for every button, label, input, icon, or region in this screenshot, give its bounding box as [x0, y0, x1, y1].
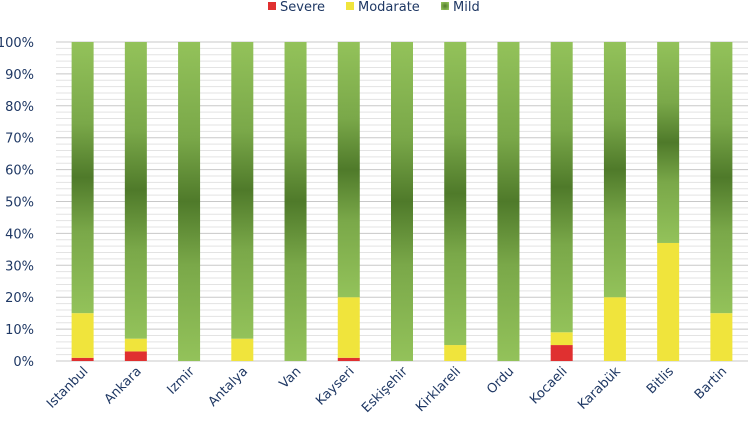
legend-label-severe: Severe	[280, 0, 325, 15]
legend-swatch-modarate	[346, 2, 354, 10]
y-tick-label: 80%	[5, 100, 34, 115]
mild-bar-segment	[497, 42, 520, 361]
mild-bar-segment	[391, 42, 413, 361]
y-tick-label: 100%	[0, 36, 34, 51]
modarate-bar-segment	[337, 297, 360, 358]
mild-bar-segment	[710, 42, 733, 314]
x-tick-label: Kocaeli	[527, 364, 570, 407]
mild-bar-segment	[337, 42, 360, 298]
severe-bar-segment	[337, 357, 360, 361]
x-tick-label: Karabük	[575, 364, 624, 413]
y-tick-label: 50%	[5, 196, 34, 211]
y-tick-label: 70%	[5, 132, 34, 147]
x-tick-label: Antalya	[206, 364, 252, 410]
x-tick-label: Izmir	[164, 364, 198, 398]
severe-bar-segment	[124, 351, 147, 361]
modarate-bar-segment	[710, 313, 733, 361]
modarate-bar-segment	[444, 345, 467, 361]
mild-bar-segment	[657, 42, 680, 243]
x-tick-label: Bartin	[692, 364, 730, 402]
mild-bar-segment	[178, 42, 201, 361]
y-tick-label: 20%	[5, 291, 34, 306]
x-tick-label: Istanbul	[44, 364, 91, 411]
mild-bar-segment	[603, 42, 626, 298]
x-tick-label: Kayseri	[313, 364, 357, 408]
mild-bar-segment	[284, 42, 307, 361]
y-tick-label: 60%	[5, 164, 34, 179]
mild-bar-segment	[71, 42, 94, 314]
mild-bar-segment	[124, 42, 147, 339]
x-tick-label: Kirklareli	[413, 364, 464, 415]
legend-label-modarate: Modarate	[358, 0, 420, 15]
legend-swatch-mild	[441, 2, 449, 10]
modarate-bar-segment	[124, 338, 147, 352]
mild-bar-segment	[550, 42, 573, 333]
mild-bar-segment	[231, 42, 254, 339]
x-tick-label: Eskişehir	[359, 364, 411, 416]
bars	[71, 42, 733, 361]
mild-bar-segment	[444, 42, 467, 346]
severe-bar-segment	[71, 357, 94, 361]
modarate-bar-segment	[71, 313, 94, 358]
x-tick-label: Ordu	[484, 364, 517, 397]
y-tick-label: 40%	[5, 227, 34, 242]
x-tick-label: Van	[277, 364, 305, 392]
modarate-bar-segment	[231, 338, 254, 361]
legend: Severe Modarate Mild	[268, 0, 480, 15]
y-tick-label: 30%	[5, 259, 34, 274]
y-tick-label: 0%	[13, 355, 34, 370]
severe-bar-segment	[550, 345, 573, 361]
x-tick-label: Ankara	[102, 364, 145, 407]
x-axis: Istanbul Ankara Izmir Antalya Van Kayseri Eski…	[44, 364, 730, 416]
y-tick-label: 10%	[5, 323, 34, 338]
legend-swatch-severe	[268, 2, 276, 10]
x-tick-label: Bitlis	[644, 364, 677, 397]
modarate-bar-segment	[657, 242, 680, 361]
y-tick-label: 90%	[5, 68, 34, 83]
modarate-bar-segment	[603, 297, 626, 361]
y-axis: 0% 10% 20% 30% 40% 50% 60% 70% 80% 90% 100%	[0, 36, 34, 370]
legend-label-mild: Mild	[453, 0, 480, 15]
modarate-bar-segment	[550, 332, 573, 346]
